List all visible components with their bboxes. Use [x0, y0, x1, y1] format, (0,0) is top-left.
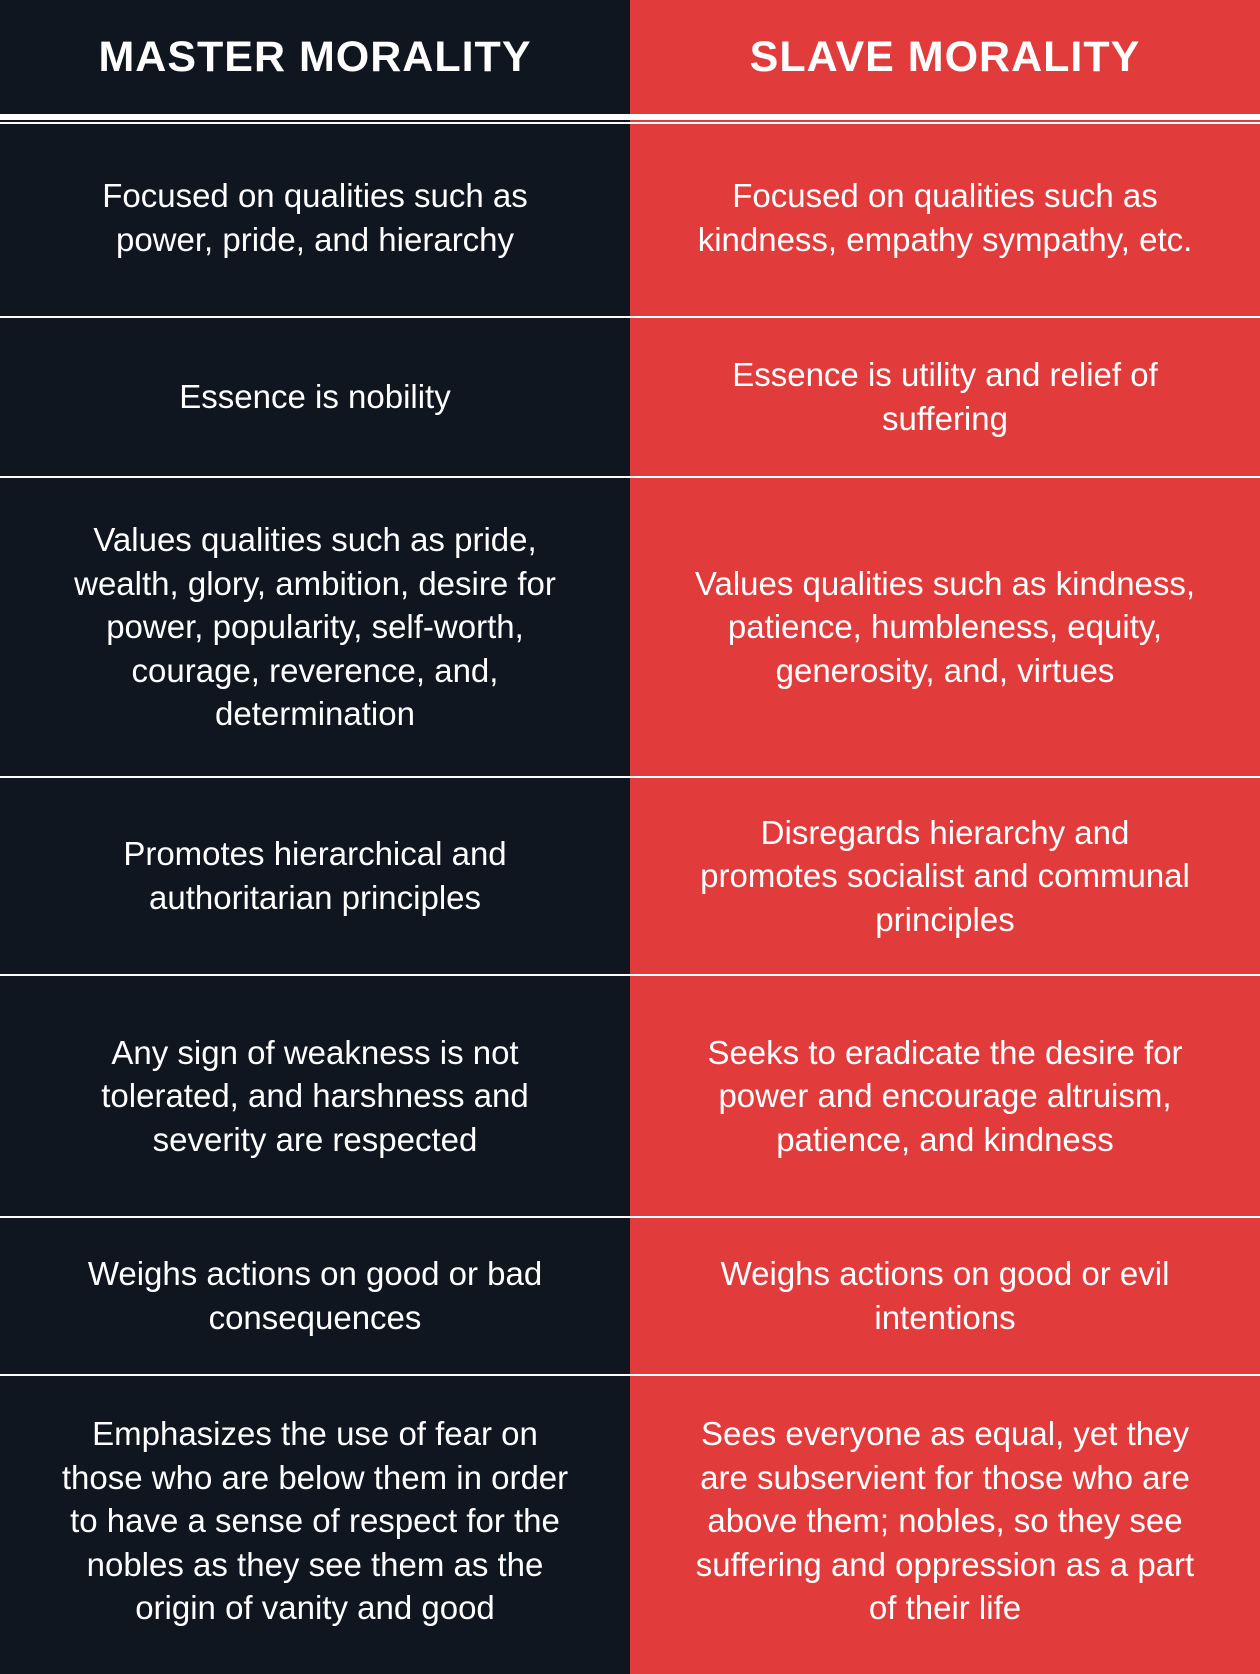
table-cell: Focused on qualities such as kindness, e…: [630, 118, 1260, 316]
cell-text: Weighs actions on good or bad consequenc…: [60, 1252, 570, 1339]
cell-text: Seeks to eradicate the desire for power …: [690, 1031, 1200, 1162]
table-cell: Essence is utility and relief of sufferi…: [630, 316, 1260, 476]
cell-text: Focused on qualities such as kindness, e…: [690, 174, 1200, 261]
cell-text: Values qualities such as kindness, patie…: [690, 562, 1200, 693]
cell-text: Disregards hierarchy and promotes social…: [690, 811, 1200, 942]
comparison-table: MASTER MORALITY Focused on qualities suc…: [0, 0, 1260, 1674]
table-cell: Any sign of weakness is not tolerated, a…: [0, 974, 630, 1216]
table-cell: Disregards hierarchy and promotes social…: [630, 776, 1260, 974]
cell-text: Values qualities such as pride, wealth, …: [60, 518, 570, 736]
header-label: MASTER MORALITY: [98, 33, 531, 82]
column-slave: SLAVE MORALITY Focused on qualities such…: [630, 0, 1260, 1674]
table-cell: Emphasizes the use of fear on those who …: [0, 1374, 630, 1666]
column-header-master: MASTER MORALITY: [0, 0, 630, 118]
table-cell: Values qualities such as kindness, patie…: [630, 476, 1260, 776]
cell-text: Focused on qualities such as power, prid…: [60, 174, 570, 261]
table-cell: Essence is nobility: [0, 316, 630, 476]
table-cell: Weighs actions on good or bad consequenc…: [0, 1216, 630, 1374]
header-label: SLAVE MORALITY: [750, 33, 1141, 82]
cell-text: Emphasizes the use of fear on those who …: [60, 1412, 570, 1630]
table-cell: Sees everyone as equal, yet they are sub…: [630, 1374, 1260, 1666]
cell-text: Promotes hierarchical and authoritarian …: [60, 832, 570, 919]
cell-text: Essence is utility and relief of sufferi…: [690, 353, 1200, 440]
cell-text: Any sign of weakness is not tolerated, a…: [60, 1031, 570, 1162]
column-master: MASTER MORALITY Focused on qualities suc…: [0, 0, 630, 1674]
table-cell: Weighs actions on good or evil intention…: [630, 1216, 1260, 1374]
table-cell: Values qualities such as pride, wealth, …: [0, 476, 630, 776]
cell-text: Sees everyone as equal, yet they are sub…: [690, 1412, 1200, 1630]
table-cell: Focused on qualities such as power, prid…: [0, 118, 630, 316]
cell-text: Weighs actions on good or evil intention…: [690, 1252, 1200, 1339]
cell-text: Essence is nobility: [179, 375, 450, 419]
column-header-slave: SLAVE MORALITY: [630, 0, 1260, 118]
table-cell: Seeks to eradicate the desire for power …: [630, 974, 1260, 1216]
table-cell: Promotes hierarchical and authoritarian …: [0, 776, 630, 974]
